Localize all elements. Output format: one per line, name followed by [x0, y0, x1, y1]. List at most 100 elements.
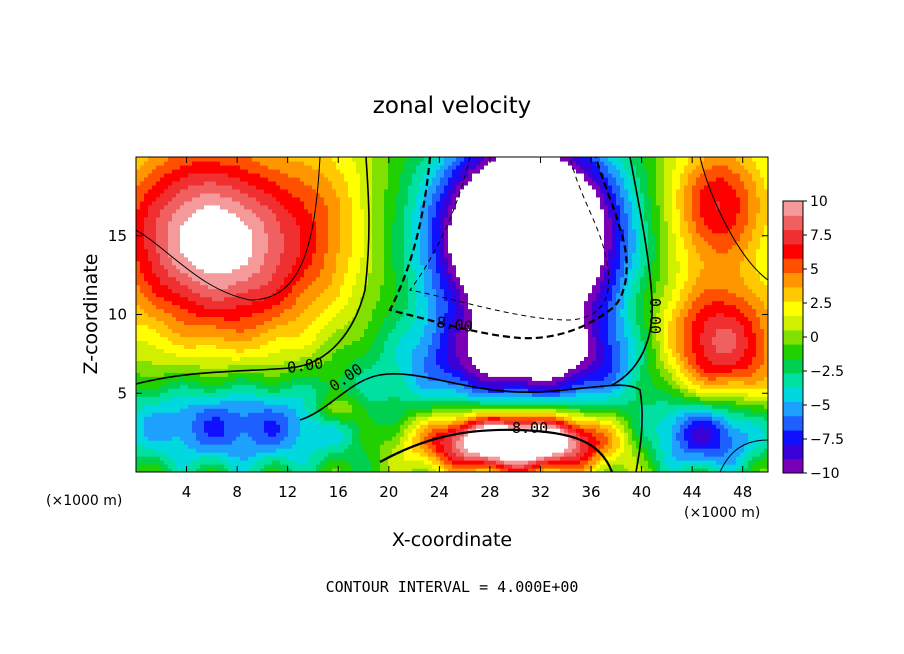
field-cell: [300, 340, 305, 346]
field-cell: [136, 400, 141, 405]
field-cell: [336, 300, 341, 306]
field-cell: [196, 264, 201, 270]
field-cell: [204, 468, 209, 472]
field-cell: [324, 212, 329, 218]
field-cell: [264, 276, 269, 282]
field-cell: [348, 157, 353, 162]
field-cell: [360, 412, 365, 417]
field-cell: [136, 296, 141, 302]
field-cell: [312, 424, 317, 429]
field-cell: [140, 268, 145, 274]
field-cell: [304, 368, 309, 373]
field-cell: [292, 244, 297, 250]
field-cell: [384, 384, 389, 389]
field-cell: [172, 368, 177, 373]
field-cell: [332, 404, 337, 409]
field-cell: [304, 344, 309, 349]
field-cell: [208, 300, 213, 306]
field-cell: [144, 460, 149, 465]
field-cell: [260, 256, 265, 262]
field-cell: [136, 356, 141, 361]
field-cell: [260, 396, 265, 401]
field-cell: [328, 176, 333, 182]
field-cell: [336, 448, 341, 453]
field-cell: [372, 404, 377, 409]
field-cell: [172, 352, 177, 357]
field-cell: [276, 192, 281, 198]
field-cell: [172, 344, 177, 349]
field-cell: [156, 348, 161, 353]
field-cell: [360, 424, 365, 429]
field-cell: [356, 256, 361, 262]
field-cell: [236, 200, 241, 206]
field-cell: [136, 304, 141, 310]
field-cell: [300, 244, 305, 250]
field-cell: [368, 360, 373, 365]
field-cell: [248, 460, 253, 465]
field-cell: [252, 312, 257, 318]
field-cell: [192, 176, 197, 182]
field-cell: [188, 272, 193, 278]
field-cell: [372, 336, 377, 342]
field-cell: [248, 244, 253, 250]
field-cell: [192, 324, 197, 330]
field-cell: [228, 276, 233, 282]
field-cell: [360, 236, 365, 242]
field-cell: [340, 244, 345, 250]
field-cell: [140, 292, 145, 298]
field-cell: [276, 428, 281, 433]
field-cell: [360, 408, 365, 413]
field-cell: [320, 340, 325, 346]
field-cell: [260, 157, 265, 162]
field-cell: [180, 276, 185, 282]
field-cell: [180, 456, 185, 461]
field-cell: [148, 332, 153, 338]
field-cell: [296, 460, 301, 465]
field-cell: [336, 196, 341, 202]
field-cell: [204, 188, 209, 194]
field-cell: [228, 172, 233, 178]
field-cell: [364, 324, 369, 330]
field-cell: [308, 388, 313, 393]
field-cell: [364, 384, 369, 389]
field-cell: [208, 452, 213, 457]
field-cell: [360, 304, 365, 310]
field-cell: [160, 288, 165, 294]
field-cell: [276, 276, 281, 282]
field-cell: [312, 268, 317, 274]
field-cell: [328, 352, 333, 357]
field-cell: [300, 460, 305, 465]
field-cell: [324, 276, 329, 282]
field-cell: [164, 236, 169, 242]
field-cell: [308, 328, 313, 334]
field-cell: [172, 160, 177, 166]
field-cell: [364, 352, 369, 357]
field-cell: [364, 424, 369, 429]
field-cell: [376, 292, 381, 298]
field-cell: [376, 180, 381, 186]
field-cell: [248, 240, 253, 246]
field-cell: [344, 376, 349, 381]
field-cell: [380, 208, 385, 214]
field-cell: [296, 220, 301, 226]
field-cell: [300, 268, 305, 274]
field-cell: [136, 188, 141, 194]
field-cell: [136, 364, 141, 369]
field-cell: [140, 172, 145, 178]
field-cell: [372, 264, 377, 270]
field-cell: [292, 196, 297, 202]
field-cell: [204, 240, 209, 246]
field-cell: [316, 420, 321, 425]
field-cell: [292, 424, 297, 429]
field-cell: [232, 372, 237, 377]
field-cell: [152, 436, 157, 441]
field-cell: [136, 328, 141, 334]
field-cell: [168, 324, 173, 330]
field-cell: [292, 264, 297, 270]
field-cell: [164, 304, 169, 310]
field-cell: [232, 392, 237, 397]
field-cell: [300, 344, 305, 349]
field-cell: [304, 216, 309, 222]
field-cell: [196, 420, 201, 425]
field-cell: [340, 384, 345, 389]
